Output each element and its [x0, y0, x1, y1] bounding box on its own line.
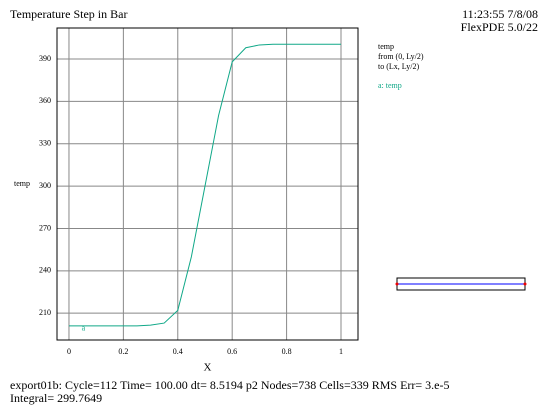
- version: FlexPDE 5.0/22: [461, 20, 538, 34]
- x-tick-label: 0.4: [173, 347, 183, 356]
- y-tick-label: 330: [39, 139, 51, 148]
- x-tick-label: 0: [67, 347, 71, 356]
- x-axis-label: X: [204, 362, 212, 374]
- y-tick-label: 390: [39, 54, 51, 63]
- x-tick-label: 1: [339, 347, 343, 356]
- x-tick-label: 0.8: [282, 347, 292, 356]
- y-tick-label: 360: [39, 96, 51, 105]
- legend-title: to (Lx, Ly/2): [378, 62, 419, 71]
- timestamp: 11:23:55 7/8/08: [462, 7, 538, 21]
- legend-title: from (0, Ly/2): [378, 52, 424, 61]
- inset-end: [523, 282, 527, 286]
- inset-end: [395, 282, 399, 286]
- plot-frame: [56, 27, 359, 341]
- line: [68, 43, 341, 327]
- domain-inset: [395, 277, 527, 291]
- y-tick-label: 270: [39, 223, 51, 232]
- footer: Integral= 299.7649: [10, 391, 102, 405]
- x-tick-label: 0.2: [118, 347, 128, 356]
- y-axis-label: temp: [14, 179, 30, 188]
- legend-title: temp: [378, 42, 394, 51]
- legend-entry: a: temp: [378, 81, 402, 90]
- footer: export01b: Cycle=112 Time= 100.00 dt= 8.…: [10, 378, 449, 392]
- x-tick-label: 0.6: [227, 347, 237, 356]
- chart-title: Temperature Step in Bar: [10, 7, 127, 21]
- curve-label: a: [82, 324, 86, 333]
- y-tick-label: 300: [39, 181, 51, 190]
- y-tick-label: 210: [39, 308, 51, 317]
- y-tick-label: 240: [39, 266, 51, 275]
